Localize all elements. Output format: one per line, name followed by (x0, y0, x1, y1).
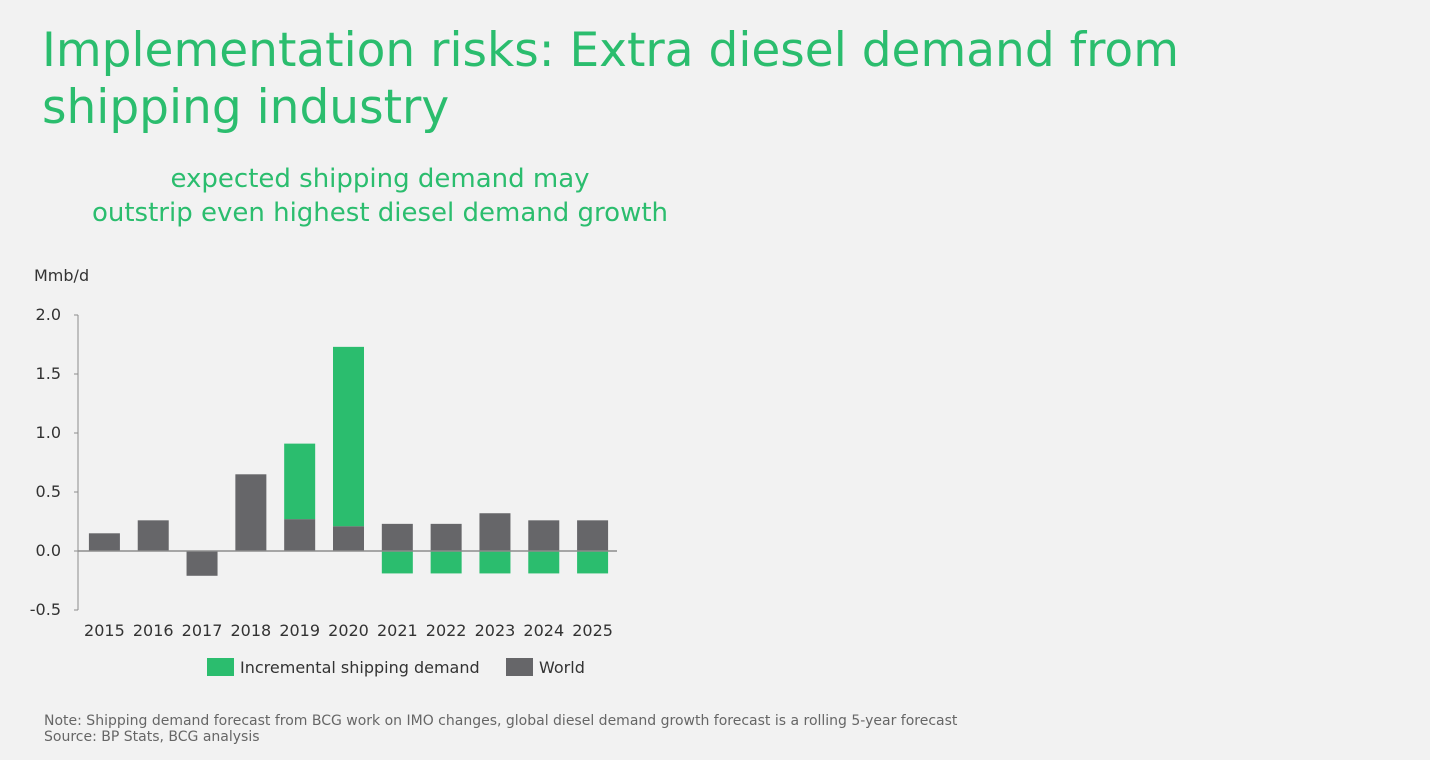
y-tick-label: 0.0 (36, 541, 61, 560)
bar-shipping (381, 551, 413, 574)
x-tick-label: 2017 (182, 621, 223, 640)
y-tick-label: 2.0 (36, 305, 61, 324)
y-tick-label: 1.0 (36, 423, 61, 442)
subtitle-line-1: expected shipping demand may (170, 164, 590, 194)
x-tick-label: 2021 (377, 621, 418, 640)
x-tick-label: 2020 (328, 621, 369, 640)
subtitle-line-2: outstrip even highest diesel demand grow… (91, 198, 669, 228)
bar-shipping (528, 551, 560, 574)
bar-world (88, 533, 120, 551)
bar-shipping (284, 443, 316, 520)
legend-swatch-world (506, 658, 533, 676)
x-tick-label: 2023 (475, 621, 516, 640)
x-tick-label: 2025 (572, 621, 613, 640)
x-tick-label: 2015 (84, 621, 125, 640)
bar-shipping (430, 551, 462, 574)
bar-world (137, 520, 169, 551)
chart-subtitle: expected shipping demand may outstrip ev… (70, 162, 690, 230)
bar-shipping (577, 551, 609, 574)
bar-world (577, 520, 609, 551)
x-tick-label: 2019 (279, 621, 320, 640)
y-tick-label: 1.5 (36, 364, 61, 383)
footnote: Note: Shipping demand forecast from BCG … (44, 713, 957, 745)
bar-world (528, 520, 560, 551)
legend-label-shipping: Incremental shipping demand (240, 658, 480, 677)
bar-world (479, 513, 511, 551)
x-tick-label: 2016 (133, 621, 174, 640)
bar-world (284, 519, 316, 551)
x-tick-label: 2024 (523, 621, 564, 640)
x-tick-label: 2022 (426, 621, 467, 640)
page-title: Implementation risks: Extra diesel deman… (42, 23, 1179, 135)
bar-world (430, 523, 462, 551)
y-tick-label: 0.5 (36, 482, 61, 501)
bar-shipping (333, 346, 364, 527)
bar-shipping (479, 551, 511, 574)
bar-chart: Mmb/d 2.0 1.5 1.0 0.5 0.0 -0.5 2015 2016 2017 2018… (30, 266, 617, 677)
bar-world (381, 523, 413, 551)
bar-world (333, 526, 364, 551)
legend-label-world: World (539, 658, 585, 677)
source-text: Source: BP Stats, BCG analysis (44, 729, 260, 745)
legend-swatch-shipping (207, 658, 234, 676)
x-tick-label: 2018 (231, 621, 272, 640)
bar-world (235, 474, 267, 551)
y-tick-label: -0.5 (30, 600, 61, 619)
bar-world (186, 551, 218, 576)
note-text: Note: Shipping demand forecast from BCG … (44, 713, 958, 729)
y-unit-label: Mmb/d (34, 266, 89, 285)
